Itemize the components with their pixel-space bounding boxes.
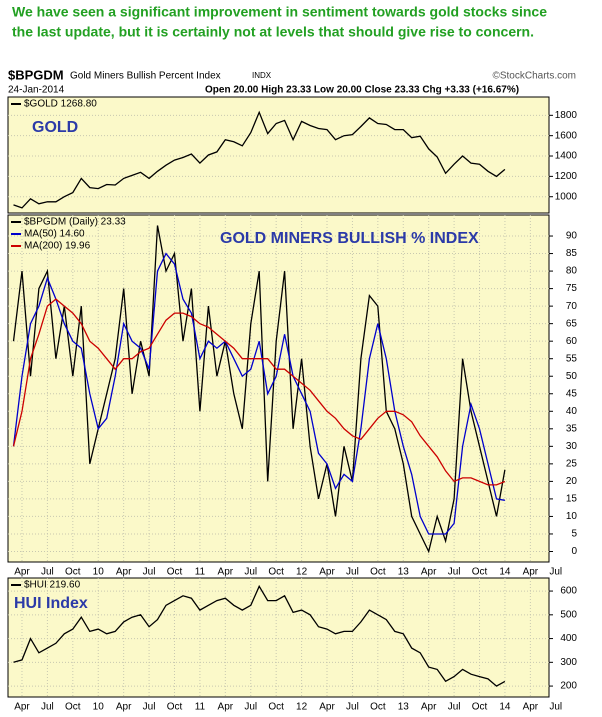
series-line [12, 225, 506, 554]
y-tick-label: 55 [566, 353, 578, 364]
x-tick-label: Jul [549, 567, 562, 578]
panel [7, 96, 550, 214]
series-line [12, 252, 506, 535]
y-tick-label: 600 [560, 586, 577, 597]
y-tick-label: 200 [560, 681, 577, 692]
y-tick-label: 15 [566, 494, 578, 505]
index-name: Gold Miners Bullish Percent Index [70, 71, 221, 82]
x-tick-label: 11 [195, 567, 206, 578]
x-tick-label: 12 [296, 702, 308, 713]
y-tick-label: 30 [566, 441, 578, 452]
y-tick-label: 500 [560, 609, 577, 620]
date: 24-Jan-2014 [8, 85, 65, 96]
x-tick-label: Apr [14, 567, 30, 578]
x-tick-label: Oct [472, 702, 488, 713]
x-tick-label: Jul [244, 567, 257, 578]
x-tick-label: 12 [296, 567, 308, 578]
x-tick-label: 14 [499, 702, 511, 713]
x-tick-label: 14 [499, 567, 511, 578]
x-tick-label: Oct [65, 702, 81, 713]
x-tick-label: Jul [143, 567, 156, 578]
y-tick-label: 85 [566, 248, 578, 259]
y-tick-label: 45 [566, 388, 578, 399]
x-tick-label: Apr [523, 567, 539, 578]
panel [7, 577, 550, 698]
x-tick-label: Jul [244, 702, 257, 713]
x-tick-label: Oct [472, 567, 488, 578]
legend-label: $HUI 219.60 [24, 580, 81, 591]
x-tick-label: Jul [346, 702, 359, 713]
y-tick-label: 400 [560, 633, 577, 644]
source: ©StockCharts.com [492, 71, 576, 82]
y-tick-label: 1400 [555, 151, 578, 162]
x-tick-label: Apr [319, 702, 335, 713]
legend-label: $GOLD 1268.80 [24, 99, 97, 110]
annotation: HUI Index [14, 595, 88, 612]
x-tick-label: Jul [346, 567, 359, 578]
exchange: INDX [252, 71, 272, 80]
x-tick-label: Apr [218, 567, 234, 578]
x-tick-label: Apr [421, 702, 437, 713]
y-tick-label: 0 [571, 546, 577, 557]
x-tick-label: Oct [167, 567, 183, 578]
y-tick-label: 65 [566, 318, 578, 329]
y-tick-label: 90 [566, 231, 578, 242]
series-line [12, 298, 506, 486]
x-tick-label: Jul [143, 702, 156, 713]
y-tick-label: 1000 [555, 191, 578, 202]
x-tick-label: Apr [523, 702, 539, 713]
x-tick-label: Oct [167, 702, 183, 713]
x-tick-label: 11 [195, 702, 206, 713]
x-tick-label: Jul [549, 702, 562, 713]
commentary: We have seen a significant improvement i… [12, 4, 547, 20]
series-line [13, 584, 506, 687]
y-tick-label: 25 [566, 458, 578, 469]
x-tick-label: Oct [370, 702, 386, 713]
legend-label: $BPGDM (Daily) 23.33 [24, 217, 126, 228]
x-tick-label: Jul [448, 702, 461, 713]
x-tick-label: Apr [14, 702, 30, 713]
y-tick-label: 50 [566, 371, 578, 382]
x-tick-label: Oct [65, 567, 81, 578]
legend-label: MA(200) 19.96 [24, 241, 91, 252]
x-tick-label: 13 [398, 567, 410, 578]
x-tick-label: Apr [319, 567, 335, 578]
y-tick-label: 80 [566, 266, 578, 277]
quote: Open 20.00 High 23.33 Low 20.00 Close 23… [205, 85, 519, 96]
x-tick-label: Jul [41, 567, 54, 578]
x-tick-label: Oct [268, 702, 284, 713]
x-tick-label: Apr [421, 567, 437, 578]
y-tick-label: 1800 [555, 110, 578, 121]
symbol: $BPGDM [8, 67, 64, 82]
y-tick-label: 300 [560, 657, 577, 668]
x-tick-label: Oct [268, 567, 284, 578]
y-tick-label: 20 [566, 476, 578, 487]
x-tick-label: Apr [116, 702, 132, 713]
annotation: GOLD [32, 119, 78, 136]
x-tick-label: 10 [93, 702, 105, 713]
x-tick-label: Jul [41, 702, 54, 713]
y-tick-label: 75 [566, 283, 578, 294]
y-tick-label: 40 [566, 406, 578, 417]
y-tick-label: 70 [566, 301, 578, 312]
legend-label: MA(50) 14.60 [24, 229, 85, 240]
annotation: GOLD MINERS BULLISH % INDEX [220, 230, 479, 247]
x-tick-label: 13 [398, 702, 410, 713]
commentary: the last update, but it is certainly not… [12, 24, 534, 40]
y-tick-label: 1200 [555, 171, 578, 182]
series-line [13, 110, 506, 209]
x-tick-label: Apr [116, 567, 132, 578]
y-tick-label: 35 [566, 423, 578, 434]
y-tick-label: 5 [571, 529, 577, 540]
x-tick-label: 10 [93, 567, 105, 578]
y-tick-label: 10 [566, 511, 578, 522]
x-tick-label: Oct [370, 567, 386, 578]
x-tick-label: Jul [448, 567, 461, 578]
y-tick-label: 1600 [555, 130, 578, 141]
x-tick-label: Apr [218, 702, 234, 713]
y-tick-label: 60 [566, 336, 578, 347]
